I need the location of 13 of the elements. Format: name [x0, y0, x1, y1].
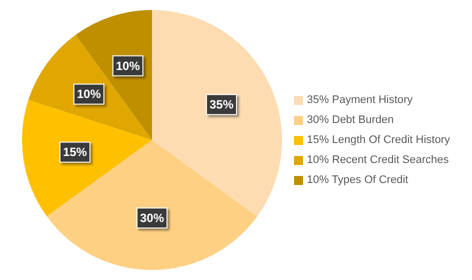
- data-label: 35%: [209, 98, 234, 112]
- legend-label: 35% Payment History: [306, 94, 413, 106]
- data-label: 15%: [62, 145, 88, 160]
- data-label: 10%: [76, 87, 102, 102]
- data-label: 30%: [140, 211, 164, 225]
- pie-slice: [28, 34, 152, 140]
- legend-label: 15% Length Of Credit History: [306, 134, 450, 146]
- legend-label: 10% Recent Credit Searches: [306, 154, 449, 166]
- legend-label: 30% Debt Burden: [306, 114, 394, 126]
- pie-slice: [46, 140, 258, 270]
- data-label: 10%: [116, 58, 140, 73]
- legend-label: 10% Types Of Credit: [306, 174, 408, 186]
- pie-slice: [76, 10, 152, 140]
